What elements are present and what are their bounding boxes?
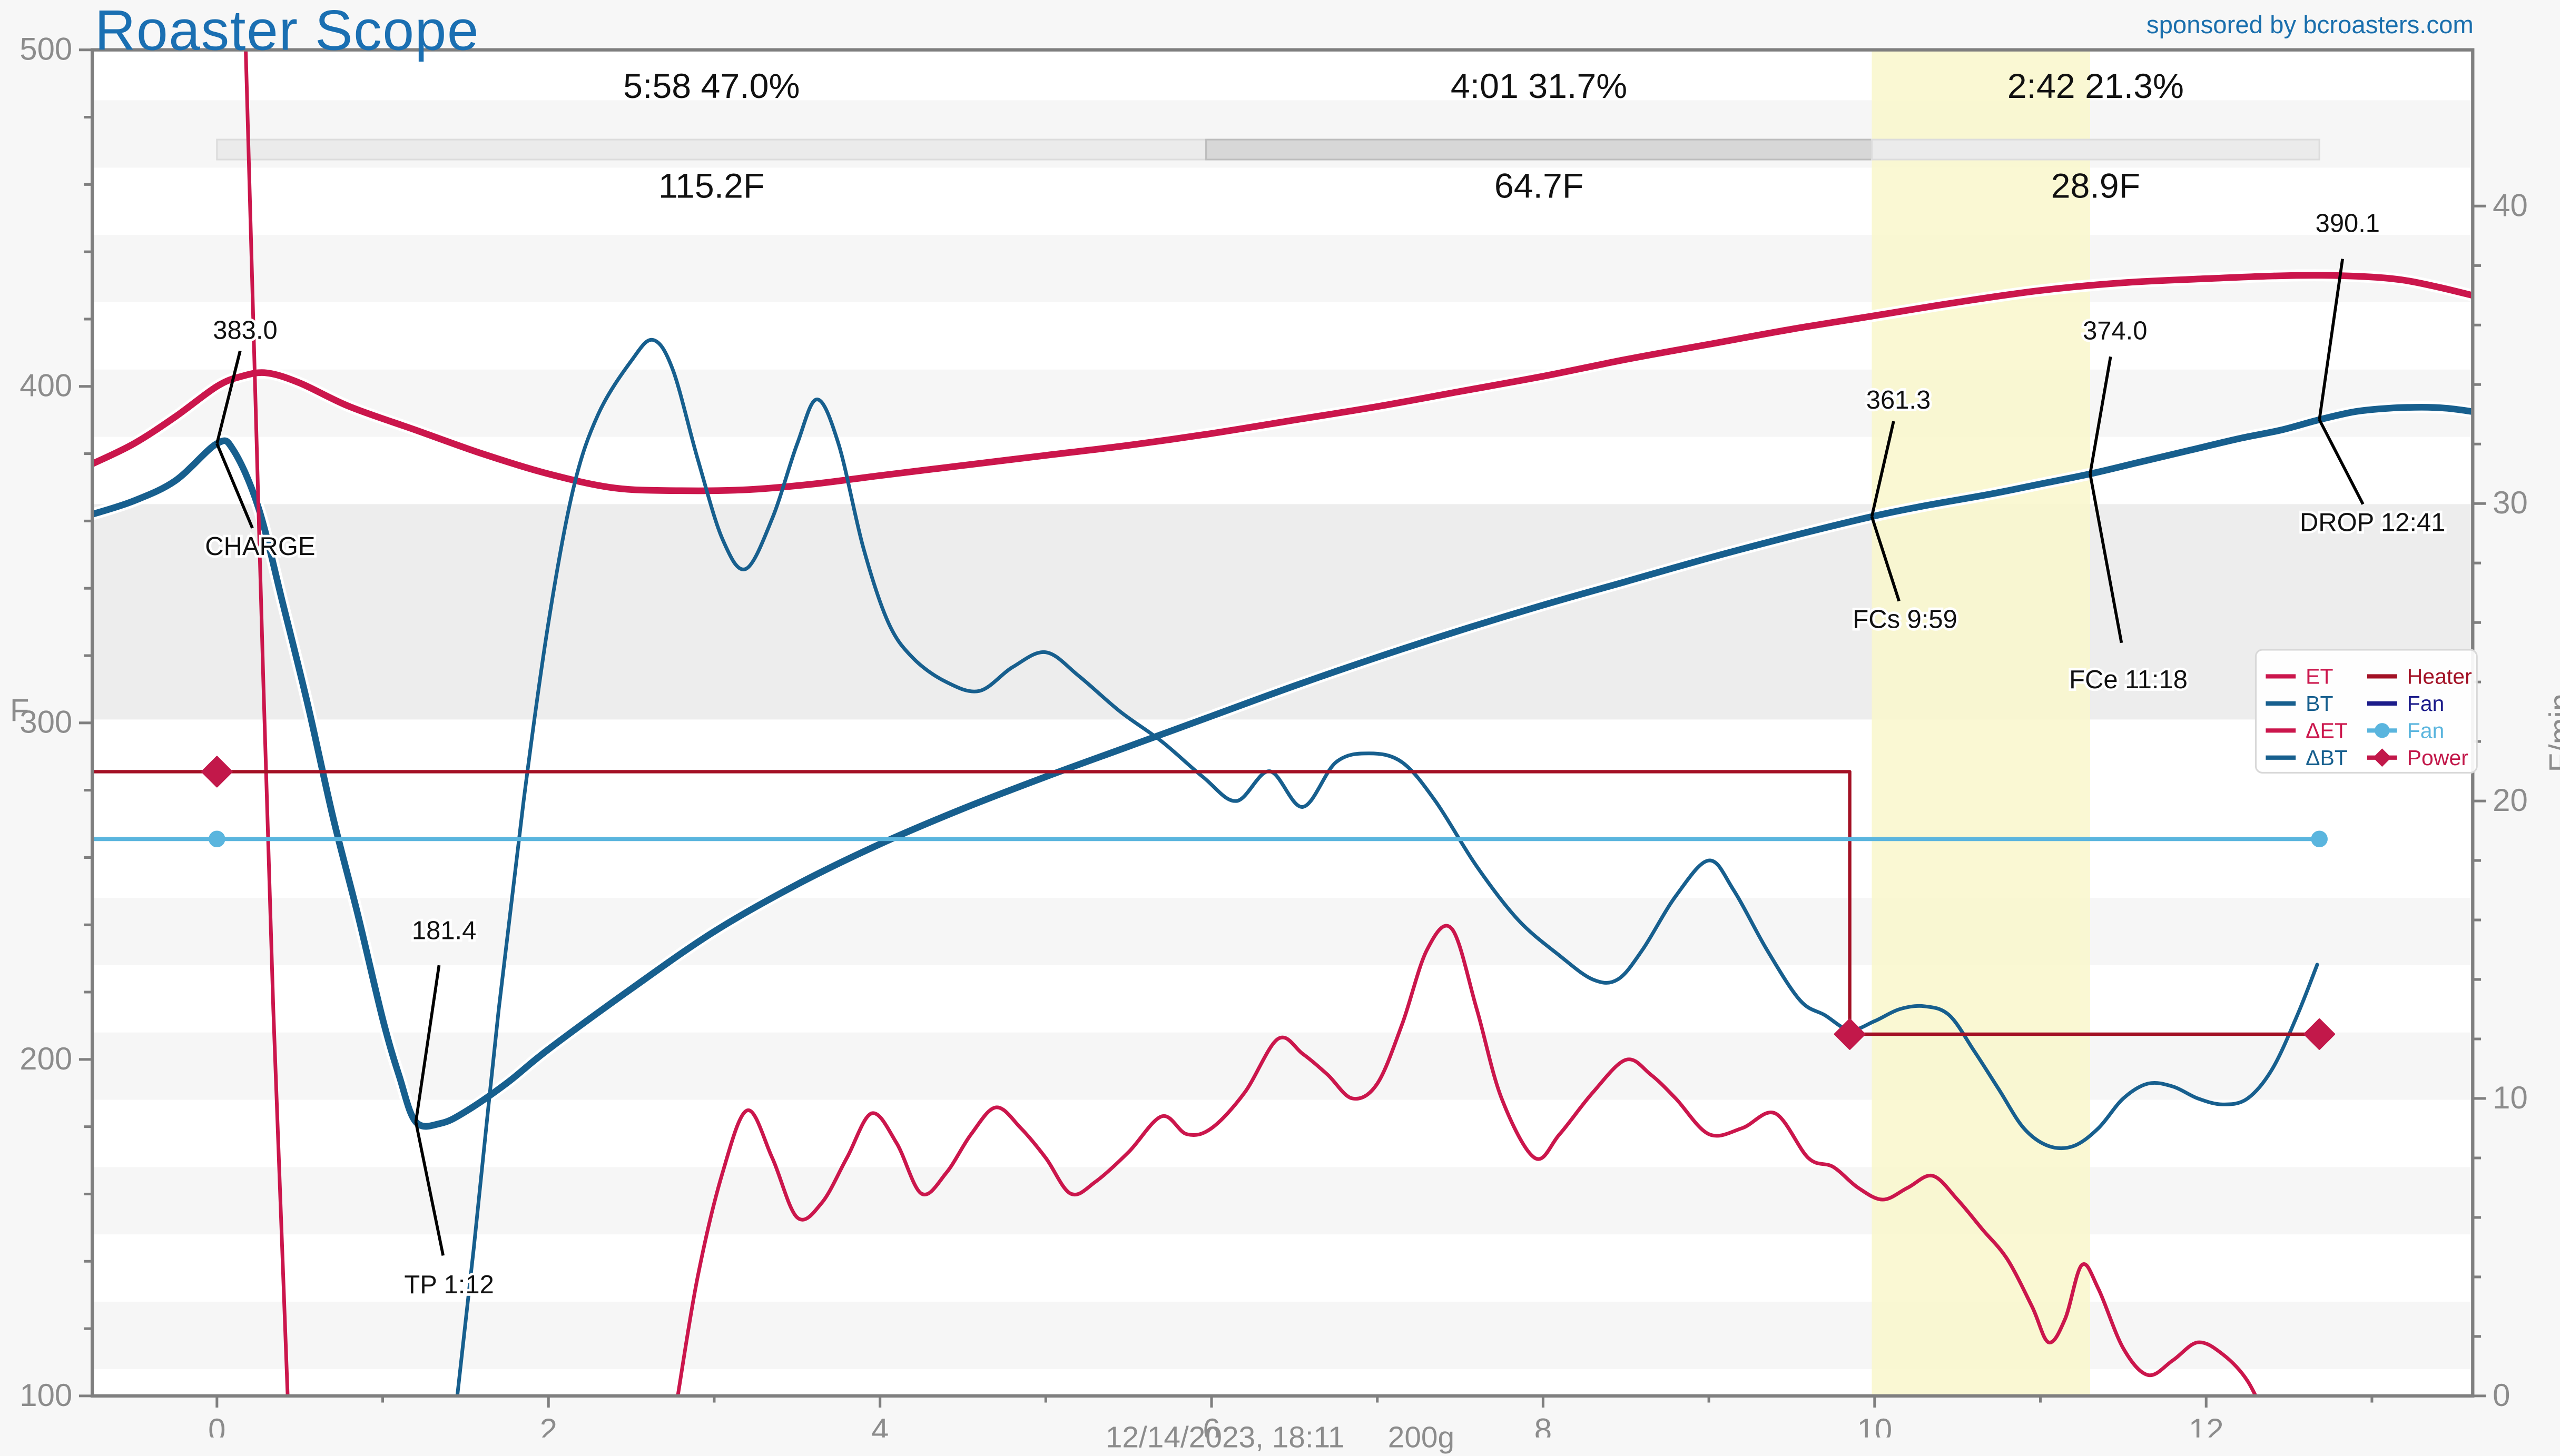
- roast-footer: 12/14/2023, 18:11 200g: [0, 1421, 2560, 1455]
- Power-diamond-marker: [201, 756, 233, 788]
- phase-rise-label: 28.9F: [2051, 167, 2140, 206]
- legend-box: [2254, 649, 2478, 774]
- x-axis-tick-label: 0: [208, 1412, 225, 1438]
- x-axis-tick-label: 2: [540, 1412, 557, 1438]
- phase-bar-segment: [216, 138, 1207, 161]
- annotation-event-label: TP 1:12: [404, 1271, 494, 1299]
- phase-time-label: 5:58 47.0%: [623, 67, 800, 106]
- left-axis-tick-label: 200: [19, 1041, 72, 1076]
- annotation-leader-line: [2318, 419, 2365, 505]
- background-band: [92, 235, 2473, 302]
- legend-item-label[interactable]: Fan: [2407, 719, 2445, 743]
- phase-summary: 5:58 47.0% 115.2F 4:01 31.7% 64.7F 2:42 21.3…: [216, 67, 2320, 206]
- legend-circle-marker: [2375, 723, 2390, 738]
- left-axis-unit-label: F: [9, 695, 29, 730]
- annotation-leader-line: [1870, 421, 1895, 517]
- annotation-leader-line: [2089, 356, 2112, 474]
- event-annotations: 383.0 CHARGE 181.4 TP 1:12 361.3 FCs 9:59 374.…: [203, 207, 2448, 1302]
- annotation-temperature-label: 374.0: [2083, 316, 2147, 345]
- background-band: [92, 1167, 2473, 1235]
- left-axis-tick-label: 400: [19, 368, 72, 403]
- right-axis-tick-label: 10: [2493, 1080, 2528, 1115]
- legend-item-label[interactable]: Heater: [2407, 665, 2472, 689]
- Fan-circle-marker: [2311, 830, 2328, 848]
- phase-rise-label: 115.2F: [658, 167, 764, 206]
- x-axis-tick-label: 6: [1203, 1412, 1220, 1438]
- first-crack-band: [1872, 49, 2090, 1396]
- annotation-temperature-label: 390.1: [2316, 209, 2380, 237]
- axis-ticks: [78, 48, 2486, 1408]
- Fan-circle-marker: [209, 830, 225, 848]
- annotation-leader-line: [1870, 516, 1901, 602]
- left-axis-tick-label: 100: [19, 1378, 72, 1413]
- phase-time-label: 2:42 21.3%: [2007, 67, 2184, 106]
- annotation-temperature-label: 383.0: [213, 316, 277, 345]
- annotation-event-label: CHARGE: [205, 532, 315, 561]
- x-axis-tick-label: 10: [1857, 1412, 1892, 1438]
- right-axis-tick-label: 20: [2493, 783, 2528, 818]
- annotation-event-label: DROP 12:41: [2300, 508, 2445, 537]
- Power-diamond-marker: [1834, 1018, 1866, 1050]
- annotation-leader-line: [2318, 259, 2344, 420]
- legend-diamond-marker: [2372, 748, 2391, 767]
- plot-area: 5:58 47.0% 115.2F 4:01 31.7% 64.7F 2:42 21.3…: [92, 49, 2473, 1396]
- x-axis-tick-label: 12: [2189, 1412, 2224, 1438]
- phase-rise-label: 64.7F: [1494, 167, 1583, 206]
- Power-diamond-marker: [2303, 1018, 2336, 1050]
- legend-item-label[interactable]: ET: [2306, 665, 2333, 689]
- ΔBT-curve[interactable]: [455, 338, 2319, 1396]
- right-axis-tick-label: 30: [2493, 485, 2528, 520]
- annotation-temperature-label: 181.4: [412, 917, 476, 945]
- legend-item-label[interactable]: BT: [2306, 691, 2333, 716]
- sponsor-link[interactable]: sponsored by bcroasters.com: [2146, 12, 2474, 40]
- annotation-leader-line: [414, 965, 441, 1123]
- annotation-event-label: FCe 11:18: [2069, 666, 2188, 694]
- curves: [92, 27, 2473, 1437]
- annotation-leader-line: [215, 350, 242, 444]
- phase-time-label: 4:01 31.7%: [1451, 67, 1627, 106]
- right-axis-tick-label: 40: [2493, 187, 2528, 223]
- page-title: Roaster Scope: [94, 0, 480, 63]
- ET-curve[interactable]: [92, 272, 2473, 494]
- annotation-leader-line: [2089, 473, 2123, 643]
- x-axis-tick-label: 8: [1534, 1412, 1552, 1438]
- annotation-temperature-label: 361.3: [1866, 386, 1931, 414]
- annotation-event-label: FCs 9:59: [1853, 605, 1957, 633]
- phase-bar-segment: [1870, 138, 2320, 161]
- right-axis-tick-label: 0: [2493, 1378, 2510, 1413]
- legend-item-label[interactable]: ΔET: [2306, 719, 2348, 743]
- legend-item-label[interactable]: Power: [2407, 746, 2468, 770]
- ΔET-curve[interactable]: [244, 27, 290, 1437]
- Heater-curve[interactable]: [92, 770, 2321, 1036]
- legend-item-label[interactable]: ΔBT: [2306, 746, 2348, 770]
- x-axis-tick-label: 4: [871, 1412, 889, 1438]
- annotation-leader-line: [215, 443, 254, 529]
- legend-item-label[interactable]: Fan: [2407, 691, 2445, 716]
- left-axis-tick-label: 300: [19, 705, 72, 740]
- ΔET-curve[interactable]: [676, 924, 2269, 1425]
- left-axis-tick-label: 500: [19, 32, 72, 67]
- phase-bar-segment: [1205, 138, 1873, 161]
- background-band: [92, 1032, 2473, 1100]
- annotation-leader-line: [414, 1122, 445, 1256]
- right-axis-unit-label: F/min: [2544, 693, 2560, 772]
